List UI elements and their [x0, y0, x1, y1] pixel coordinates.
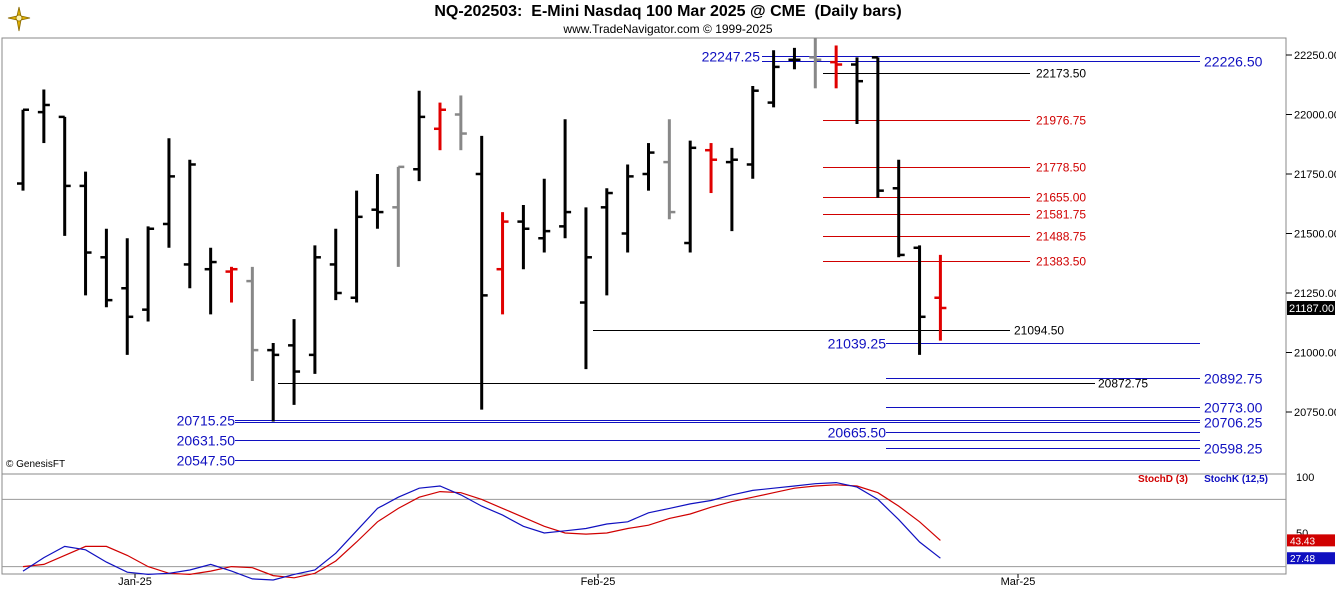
stochd-value-label: 43.43 — [1290, 536, 1315, 547]
price-tick-label: 21750.00 — [1294, 169, 1336, 181]
level-label: 20706.25 — [1204, 415, 1263, 431]
ohlc-bar — [496, 212, 509, 315]
legend-stochd: StochD (3) — [1138, 474, 1188, 485]
level-label: 20631.50 — [177, 433, 236, 449]
ohlc-bar — [621, 164, 634, 253]
ohlc-bar — [663, 119, 676, 220]
stochastic-panel-frame — [1, 473, 1287, 575]
level-label: 22226.50 — [1204, 54, 1263, 70]
level-label: 20872.75 — [1098, 377, 1148, 391]
ohlc-bar — [371, 174, 384, 229]
price-tick-label: 21250.00 — [1294, 288, 1336, 300]
ohlc-bar — [121, 238, 134, 355]
ohlc-bar — [892, 159, 905, 258]
level-label: 20892.75 — [1204, 371, 1263, 387]
ohlc-bar — [475, 135, 488, 410]
ohlc-bar — [246, 266, 259, 382]
time-tick-label: Mar-25 — [1001, 576, 1036, 588]
ohlc-bar — [162, 138, 175, 248]
ohlc-bar — [559, 119, 572, 239]
ohlc-bar — [308, 245, 321, 374]
ohlc-bar — [350, 190, 363, 303]
level-label: 20665.50 — [828, 425, 887, 441]
ohlc-bar — [413, 90, 426, 182]
ohlc-bar — [183, 159, 196, 289]
level-label: 22173.50 — [1036, 67, 1086, 81]
ohlc-bar — [705, 143, 718, 194]
ohlc-bar — [225, 266, 238, 303]
page-subtitle: www.TradeNavigator.com © 1999-2025 — [563, 22, 773, 36]
stochk-value-box — [1287, 552, 1335, 565]
ohlc-bar — [851, 57, 863, 125]
ohlc-bar — [79, 171, 92, 296]
watermark: © GenesisFT — [6, 459, 65, 470]
stochastic-lines — [2, 481, 1286, 581]
ohlc-bar — [809, 38, 822, 89]
level-label: 21488.75 — [1036, 230, 1086, 244]
level-label: 21655.00 — [1036, 191, 1086, 205]
ohlc-bar — [579, 207, 592, 370]
price-tick-label: 22000.00 — [1294, 110, 1336, 122]
level-label: 20773.00 — [1204, 400, 1263, 416]
ohlc-bar — [517, 204, 530, 270]
ohlc-bar — [204, 247, 217, 315]
price-tick-label: 21000.00 — [1294, 348, 1336, 360]
level-label: 21976.75 — [1036, 114, 1086, 128]
ohlc-bar — [267, 342, 280, 422]
level-label: 21039.25 — [828, 336, 887, 352]
time-axis: Jan-25 Feb-25 Mar-25 — [118, 574, 1035, 588]
ohlc-bar — [767, 50, 780, 108]
chart-header: NQ-202503: E-Mini Nasdaq 100 Mar 2025 @ … — [0, 0, 1336, 38]
ohlc-bar — [913, 245, 926, 355]
ohlc-bar — [746, 85, 759, 179]
ohlc-bar — [17, 108, 29, 191]
ohlc-bar — [329, 228, 342, 301]
ohlc-bar — [788, 47, 801, 70]
ohlc-bar — [288, 319, 301, 405]
level-label: 21383.50 — [1036, 255, 1086, 269]
price-axis: 22250.00 22000.00 21750.00 21500.00 21250.00… — [1286, 50, 1336, 419]
level-label: 21778.50 — [1036, 161, 1086, 175]
stochk-value-label: 27.48 — [1290, 554, 1315, 565]
level-label: 21094.50 — [1014, 324, 1064, 338]
stoch-line-stochK — [22, 481, 941, 581]
level-label: 20547.50 — [177, 453, 236, 469]
ohlc-bar — [684, 140, 697, 253]
ohlc-bar — [58, 115, 71, 236]
time-tick-label: Jan-25 — [118, 576, 152, 588]
ohlc-bar — [830, 45, 843, 89]
level-label: 20715.25 — [177, 413, 236, 429]
ohlc-bar — [434, 102, 446, 151]
ohlc-bar — [871, 56, 884, 198]
level-label: 22247.25 — [702, 49, 761, 65]
ohlc-bar — [454, 95, 467, 151]
price-panel-frame — [1, 37, 1287, 475]
price-tick-label: 22250.00 — [1294, 50, 1336, 62]
ohlc-bar — [142, 226, 155, 322]
ohlc-bar — [37, 89, 50, 144]
level-label: 21581.75 — [1036, 208, 1086, 222]
level-label: 20598.25 — [1204, 441, 1263, 457]
logo-icon — [4, 4, 34, 39]
price-tick-label: 21500.00 — [1294, 229, 1336, 241]
stoch-line-stochD — [22, 484, 941, 579]
current-price-label: 21187.00 — [1289, 303, 1334, 315]
page-title: NQ-202503: E-Mini Nasdaq 100 Mar 2025 @ … — [434, 3, 902, 20]
ohlc-bar — [600, 188, 613, 296]
legend-stochk: StochK (12,5) — [1204, 474, 1268, 485]
ohlc-bar — [725, 147, 738, 232]
ohlc-bar — [934, 254, 947, 341]
stochd-value-box — [1287, 534, 1335, 547]
ohlc-bar — [392, 165, 405, 267]
ohlc-bars — [17, 38, 947, 422]
time-tick-label: Feb-25 — [581, 576, 616, 588]
current-price-box — [1287, 300, 1335, 315]
stoch-tick-label: 100 — [1296, 472, 1314, 484]
ohlc-bar — [642, 143, 655, 191]
price-tick-label: 20750.00 — [1294, 407, 1336, 419]
ohlc-bar — [100, 228, 113, 308]
ohlc-bar — [538, 178, 551, 253]
